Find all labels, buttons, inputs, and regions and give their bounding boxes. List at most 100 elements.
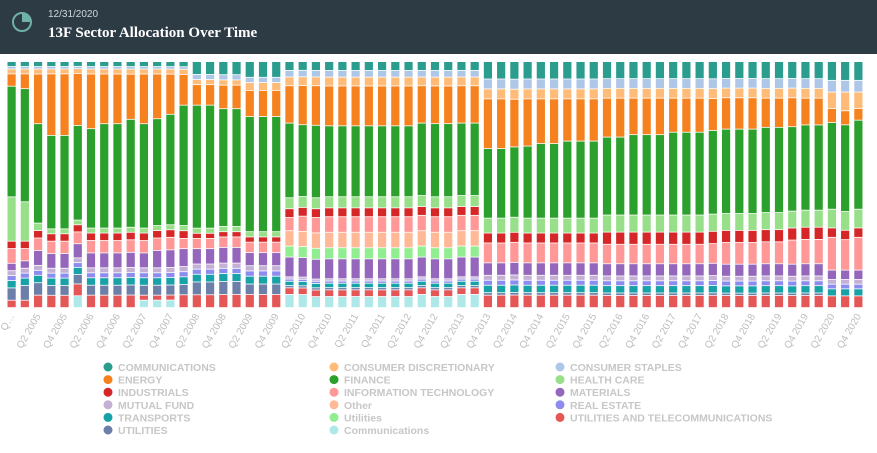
bar-segment[interactable] xyxy=(47,273,56,278)
bar-segment[interactable] xyxy=(576,79,585,89)
bar-segment[interactable] xyxy=(179,249,188,267)
bar-segment[interactable] xyxy=(444,283,453,288)
bar-segment[interactable] xyxy=(285,281,294,286)
bar-segment[interactable] xyxy=(708,244,717,263)
bar-segment[interactable] xyxy=(179,277,188,285)
bar-segment[interactable] xyxy=(126,285,135,295)
bar-segment[interactable] xyxy=(841,62,850,80)
bar-segment[interactable] xyxy=(841,211,850,230)
bar-segment[interactable] xyxy=(73,69,82,74)
bar-segment[interactable] xyxy=(205,249,215,264)
bar-segment[interactable] xyxy=(629,264,638,276)
bar-segment[interactable] xyxy=(272,266,281,271)
bar-segment[interactable] xyxy=(20,66,29,69)
bar-segment[interactable] xyxy=(113,285,122,295)
bar-segment[interactable] xyxy=(86,228,96,233)
bar-segment[interactable] xyxy=(616,98,625,137)
bar-segment[interactable] xyxy=(139,278,149,285)
bar-segment[interactable] xyxy=(629,286,638,293)
bar-segment[interactable] xyxy=(100,124,109,228)
bar-segment[interactable] xyxy=(205,79,215,85)
bar-segment[interactable] xyxy=(351,208,360,217)
legend-marker[interactable] xyxy=(103,375,113,385)
bar-segment[interactable] xyxy=(748,276,757,281)
bar-segment[interactable] xyxy=(510,232,519,242)
bar-segment[interactable] xyxy=(814,286,823,293)
bar-segment[interactable] xyxy=(391,283,400,288)
legend-label[interactable]: TRANSPORTS xyxy=(118,412,190,424)
bar-segment[interactable] xyxy=(219,109,228,227)
bar-segment[interactable] xyxy=(126,267,135,273)
bar-segment[interactable] xyxy=(814,239,823,264)
bar-segment[interactable] xyxy=(219,273,228,282)
bar-segment[interactable] xyxy=(311,288,321,290)
legend-marker[interactable] xyxy=(103,425,113,435)
bar-segment[interactable] xyxy=(430,281,440,283)
bar-segment[interactable] xyxy=(682,232,691,244)
bar-segment[interactable] xyxy=(589,62,598,79)
bar-segment[interactable] xyxy=(708,280,717,286)
bar-segment[interactable] xyxy=(258,276,268,284)
bar-segment[interactable] xyxy=(589,280,598,285)
bar-segment[interactable] xyxy=(404,70,413,77)
bar-segment[interactable] xyxy=(179,238,188,249)
bar-segment[interactable] xyxy=(192,295,201,308)
bar-segment[interactable] xyxy=(444,232,453,248)
bar-segment[interactable] xyxy=(721,286,731,293)
bar-segment[interactable] xyxy=(576,285,585,293)
bar-segment[interactable] xyxy=(404,290,413,297)
bar-segment[interactable] xyxy=(774,276,784,281)
bar-segment[interactable] xyxy=(563,293,572,295)
bar-segment[interactable] xyxy=(311,283,321,288)
bar-segment[interactable] xyxy=(338,288,347,290)
legend-marker[interactable] xyxy=(555,387,565,397)
bar-segment[interactable] xyxy=(86,233,96,241)
bar-segment[interactable] xyxy=(457,123,466,196)
bar-segment[interactable] xyxy=(510,295,519,308)
bar-segment[interactable] xyxy=(497,263,506,275)
bar-segment[interactable] xyxy=(7,69,16,74)
bar-segment[interactable] xyxy=(695,98,704,132)
bar-segment[interactable] xyxy=(417,231,426,246)
bar-segment[interactable] xyxy=(205,105,215,228)
legend-label[interactable]: ENERGY xyxy=(118,375,162,387)
bar-segment[interactable] xyxy=(774,213,784,230)
bar-segment[interactable] xyxy=(232,232,241,237)
bar-segment[interactable] xyxy=(404,62,413,71)
bar-segment[interactable] xyxy=(404,281,413,283)
bar-segment[interactable] xyxy=(311,62,321,70)
bar-segment[interactable] xyxy=(444,259,453,279)
bar-segment[interactable] xyxy=(629,232,638,244)
bar-segment[interactable] xyxy=(470,70,479,77)
legend-label[interactable]: MATERIALS xyxy=(570,387,630,399)
bar-segment[interactable] xyxy=(417,286,426,288)
bar-segment[interactable] xyxy=(192,249,201,264)
bar-segment[interactable] xyxy=(179,231,188,239)
bar-segment[interactable] xyxy=(589,218,598,233)
bar-segment[interactable] xyxy=(325,126,334,197)
bar-segment[interactable] xyxy=(814,88,823,98)
bar-segment[interactable] xyxy=(788,281,797,286)
bar-segment[interactable] xyxy=(285,198,294,209)
bar-segment[interactable] xyxy=(192,105,201,228)
bar-segment[interactable] xyxy=(695,232,704,244)
bar-segment[interactable] xyxy=(761,276,770,281)
bar-segment[interactable] xyxy=(721,293,731,296)
bar-segment[interactable] xyxy=(669,295,678,308)
bar-segment[interactable] xyxy=(113,240,122,253)
bar-segment[interactable] xyxy=(33,69,43,74)
bar-segment[interactable] xyxy=(417,195,426,207)
bar-segment[interactable] xyxy=(33,295,43,308)
bar-segment[interactable] xyxy=(351,296,360,308)
bar-segment[interactable] xyxy=(549,275,559,280)
bar-segment[interactable] xyxy=(364,279,373,281)
bar-segment[interactable] xyxy=(748,88,757,98)
bar-segment[interactable] xyxy=(669,62,678,79)
bar-segment[interactable] xyxy=(364,290,373,297)
bar-segment[interactable] xyxy=(232,226,241,232)
bar-segment[interactable] xyxy=(444,279,453,281)
bar-segment[interactable] xyxy=(377,62,387,71)
bar-segment[interactable] xyxy=(774,281,784,286)
bar-segment[interactable] xyxy=(788,264,797,276)
bar-segment[interactable] xyxy=(20,261,29,268)
